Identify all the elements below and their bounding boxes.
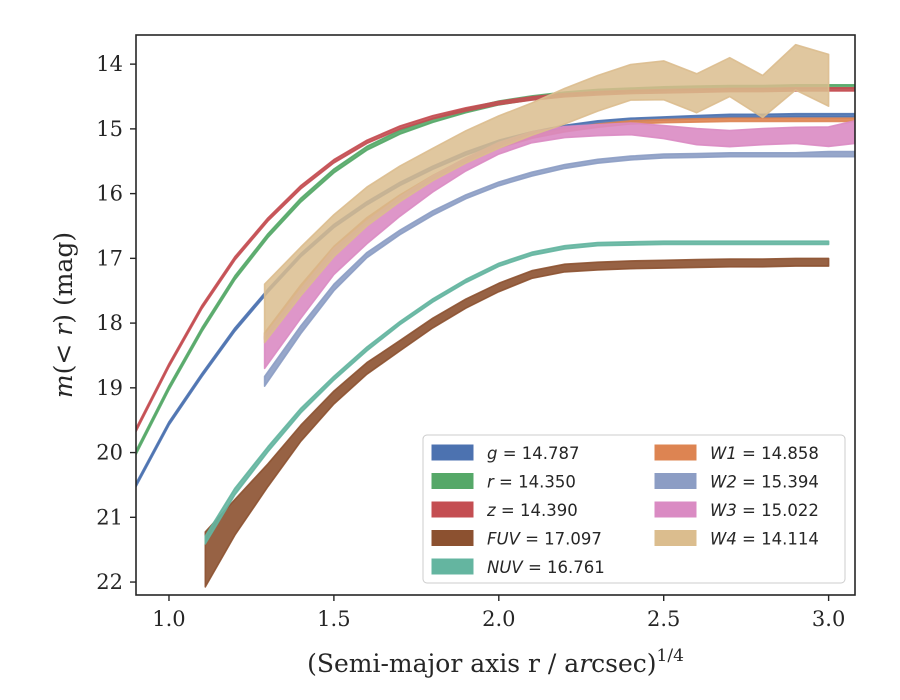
y-tick-label: 15 [96, 117, 123, 141]
y-tick-label: 20 [96, 441, 123, 465]
y-tick-label: 17 [96, 246, 123, 270]
legend-label-w4: W4 = 14.114 [710, 530, 819, 549]
series-band-r [136, 84, 855, 456]
axis-labels: (Semi-major axis r / arcsec)1/4 m(< r) (m… [49, 232, 684, 678]
legend-box [422, 434, 846, 584]
legend-label-w3: W3 = 15.022 [710, 501, 819, 520]
y-tick-label: 18 [96, 311, 123, 335]
profile-bands [136, 43, 855, 588]
x-tick-label: 2.0 [482, 607, 515, 631]
legend-swatch-w3 [654, 501, 697, 518]
series-band-w2 [263, 150, 855, 387]
x-tick-label: 3.0 [812, 607, 845, 631]
series-band-z [136, 87, 855, 433]
legend: g = 14.787 r = 14.350 z = 14.390 FUV = 17.0… [422, 434, 846, 584]
axes: 1.0 1.5 2.0 2.5 3.0 14 15 16 17 18 19 20 21 22 [96, 34, 856, 631]
y-axis-label: m(< r) (mag) [49, 232, 78, 398]
series-band-fuv [204, 257, 830, 588]
y-tick-label: 16 [96, 182, 123, 206]
legend-label-w1: W1 = 14.858 [710, 444, 819, 463]
legend-swatch-r [431, 473, 474, 489]
legend-label-g: g = 14.787 [487, 444, 580, 463]
legend-label-nuv: NUV = 16.761 [487, 558, 605, 577]
plot-frame [135, 34, 856, 596]
x-tick-label: 1.5 [317, 607, 350, 631]
x-tick-label: 1.0 [152, 607, 185, 631]
legend-label-z: z = 14.390 [486, 501, 578, 520]
legend-swatch-nuv [431, 558, 474, 575]
series-band-g [136, 112, 855, 488]
legend-swatch-g [431, 444, 474, 461]
y-tick-label: 21 [96, 505, 123, 529]
y-tick-label: 22 [96, 570, 123, 594]
legend-swatch-w4 [654, 530, 697, 546]
x-axis-label: (Semi-major axis r / arcsec)1/4 [307, 646, 684, 678]
legend-label-w2: W2 = 15.394 [710, 473, 819, 492]
legend-swatch-fuv [431, 530, 474, 546]
series-band-w4 [263, 43, 830, 344]
legend-label-r: r = 14.350 [487, 473, 576, 492]
legend-swatch-w2 [654, 473, 697, 489]
legend-label-fuv: FUV = 17.097 [487, 530, 602, 549]
legend-swatch-w1 [654, 444, 697, 461]
y-tick-label: 19 [96, 376, 123, 400]
y-tick-label: 14 [96, 52, 123, 76]
series-band-nuv [204, 240, 830, 545]
x-tick-label: 2.5 [647, 607, 680, 631]
legend-swatch-z [431, 501, 474, 518]
